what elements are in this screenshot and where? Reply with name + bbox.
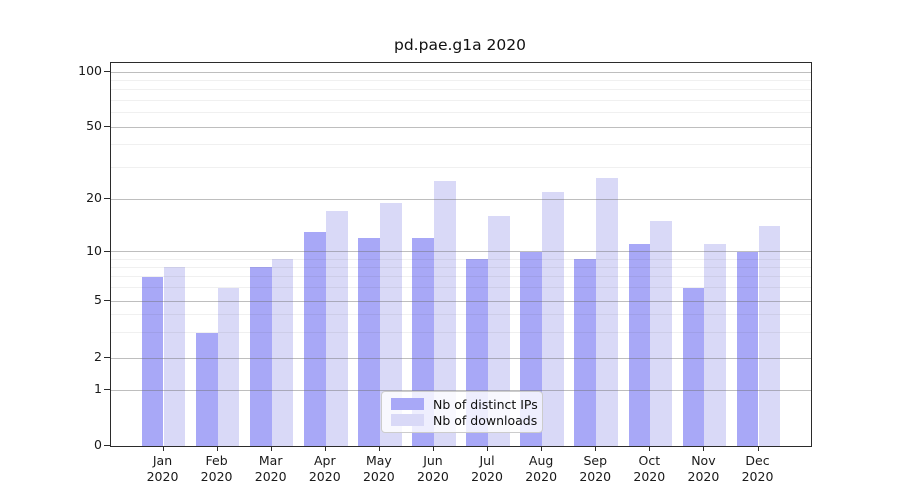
y-tick-mark-20: [104, 198, 110, 199]
y-tick-mark-2: [104, 357, 110, 358]
y-tick-label-50: 50: [86, 118, 102, 133]
bar-distinct-ips-Feb-2020: [195, 332, 218, 446]
bar-downloads-Jul-2020: [488, 215, 510, 446]
y-tick-label-1: 1: [94, 381, 102, 396]
gridline-10: [111, 251, 811, 252]
gridline-80: [111, 89, 811, 91]
gridline-50: [111, 126, 811, 128]
x-tick-label-Sep-2020: Sep 2020: [579, 453, 612, 484]
x-tick-label-Oct-2020: Oct 2020: [633, 453, 666, 484]
gridline-9: [111, 258, 811, 260]
y-tick-mark-100: [104, 71, 110, 72]
bar-downloads-Jun-2020: [433, 181, 456, 446]
gridline-20: [111, 198, 811, 200]
bar-downloads-May-2020: [379, 202, 402, 446]
legend-label-downloads: Nb of downloads: [433, 412, 538, 428]
gridline-30: [111, 166, 811, 168]
x-tick-label-Apr-2020: Apr 2020: [308, 453, 341, 484]
gridline-90: [111, 79, 811, 81]
chart-title: pd.pae.g1a 2020: [394, 36, 526, 54]
gridline-5: [111, 300, 811, 302]
x-tick-label-May-2020: May 2020: [362, 453, 395, 484]
bar-distinct-ips-Sep-2020: [574, 259, 597, 446]
bar-distinct-ips-Oct-2020: [628, 244, 651, 446]
gridline-1: [111, 389, 811, 391]
gridline-4: [111, 314, 811, 316]
gridline-6: [111, 287, 811, 289]
x-tick-mark-Mar-2020: [270, 446, 272, 451]
bar-downloads-Sep-2020: [596, 178, 619, 446]
legend: Nb of distinct IPs Nb of downloads: [381, 391, 543, 433]
y-tick-mark-1: [104, 389, 110, 390]
x-tick-label-Mar-2020: Mar 2020: [254, 453, 287, 484]
legend-swatch-downloads: [391, 414, 424, 426]
x-tick-mark-Sep-2020: [595, 446, 597, 451]
bar-downloads-Feb-2020: [217, 287, 240, 446]
x-tick-label-Aug-2020: Aug 2020: [525, 453, 558, 484]
bar-downloads-Jan-2020: [163, 267, 186, 446]
legend-label-distinct-ips: Nb of distinct IPs: [433, 396, 538, 412]
bar-downloads-Oct-2020: [650, 220, 673, 446]
y-tick-mark-10: [104, 250, 110, 252]
legend-item-downloads: Nb of downloads: [391, 412, 537, 428]
bar-downloads-Apr-2020: [325, 211, 348, 446]
gridline-2: [111, 357, 811, 359]
x-tick-mark-Dec-2020: [757, 446, 759, 451]
x-tick-label-Jul-2020: Jul 2020: [471, 453, 503, 484]
y-tick-label-0: 0: [94, 437, 102, 452]
y-tick-label-5: 5: [94, 292, 102, 307]
y-tick-mark-0: [104, 445, 110, 446]
x-tick-label-Dec-2020: Dec 2020: [741, 453, 774, 484]
x-tick-mark-May-2020: [378, 446, 380, 451]
y-tick-label-2: 2: [94, 349, 102, 364]
gridline-7: [111, 276, 811, 278]
gridline-8: [111, 266, 811, 268]
x-tick-mark-Jun-2020: [432, 446, 434, 451]
x-tick-mark-Aug-2020: [541, 446, 543, 451]
x-tick-label-Nov-2020: Nov 2020: [687, 453, 720, 484]
x-tick-label-Jun-2020: Jun 2020: [417, 453, 449, 484]
x-tick-mark-Apr-2020: [324, 446, 326, 451]
x-tick-mark-Jul-2020: [487, 446, 489, 451]
x-tick-mark-Feb-2020: [216, 446, 218, 451]
bar-downloads-Aug-2020: [542, 191, 564, 446]
bar-distinct-ips-Jan-2020: [141, 276, 164, 446]
y-tick-mark-50: [104, 126, 110, 127]
gridline-100: [111, 71, 811, 73]
y-tick-label-20: 20: [86, 190, 102, 205]
x-tick-label-Feb-2020: Feb 2020: [200, 453, 233, 484]
x-tick-label-Jan-2020: Jan 2020: [146, 453, 179, 484]
bar-distinct-ips-Apr-2020: [303, 231, 326, 446]
bar-distinct-ips-Dec-2020: [736, 251, 759, 446]
bar-distinct-ips-Nov-2020: [682, 287, 705, 446]
legend-item-distinct-ips: Nb of distinct IPs: [391, 396, 538, 412]
gridline-70: [111, 99, 811, 101]
bar-distinct-ips-Mar-2020: [249, 267, 272, 446]
plot-area: Nb of distinct IPs Nb of downloads: [110, 62, 812, 447]
bar-downloads-Mar-2020: [271, 259, 294, 446]
gridline-40: [111, 144, 811, 146]
bar-downloads-Dec-2020: [758, 226, 781, 446]
legend-swatch-distinct-ips: [391, 398, 424, 410]
x-tick-mark-Oct-2020: [649, 446, 651, 451]
bar-downloads-Nov-2020: [704, 244, 727, 446]
x-tick-mark-Nov-2020: [703, 446, 705, 451]
y-tick-label-100: 100: [78, 63, 102, 78]
y-tick-label-10: 10: [86, 242, 102, 258]
gridline-60: [111, 112, 811, 114]
gridline-3: [111, 332, 811, 334]
x-tick-mark-Jan-2020: [162, 446, 164, 451]
y-tick-mark-5: [104, 300, 110, 301]
bar-distinct-ips-May-2020: [358, 237, 380, 446]
